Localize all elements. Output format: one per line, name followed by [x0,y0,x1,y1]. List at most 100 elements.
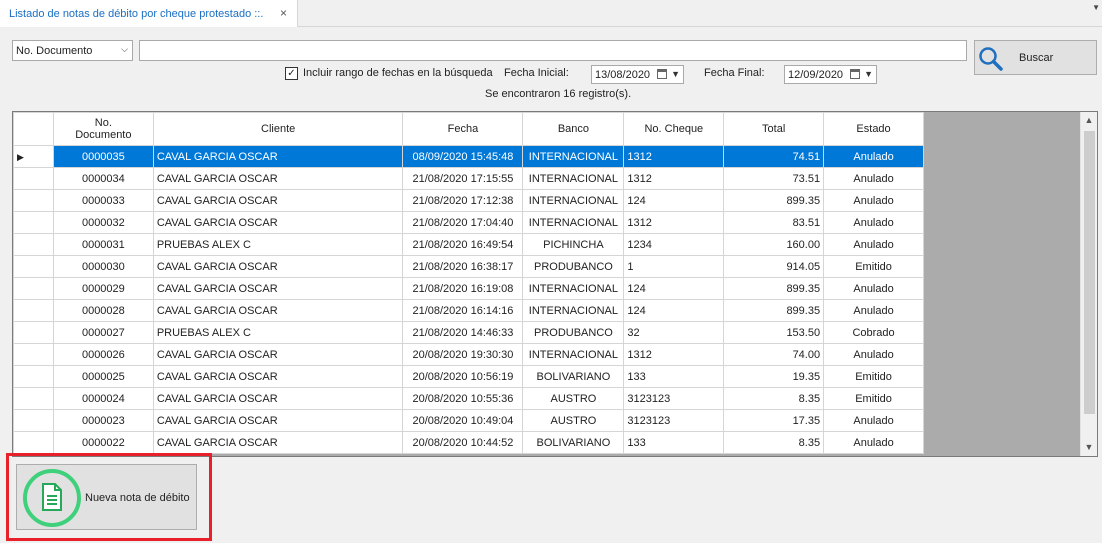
cell-documento[interactable]: 0000032 [52,211,154,234]
cell-banco[interactable]: INTERNACIONAL [522,167,625,190]
include-dates-checkbox[interactable]: ✓ [285,67,298,80]
cell-documento[interactable]: 0000029 [52,277,154,300]
new-debit-note-button[interactable]: Nueva nota de débito [16,464,197,530]
table-row[interactable]: 0000026 CAVAL GARCIA OSCAR 20/08/2020 19:3… [13,343,924,366]
cell-cliente[interactable]: CAVAL GARCIA OSCAR [152,167,404,190]
cell-banco[interactable]: INTERNACIONAL [522,211,625,234]
cell-total[interactable]: 899.35 [723,189,825,212]
cell-cliente[interactable]: CAVAL GARCIA OSCAR [152,255,404,278]
cell-estado[interactable]: Anulado [823,343,924,366]
cell-banco[interactable]: PICHINCHA [522,233,625,256]
cell-estado[interactable]: Anulado [823,233,924,256]
cell-documento[interactable]: 0000033 [52,189,154,212]
cell-fecha[interactable]: 20/08/2020 10:49:04 [402,409,524,432]
cell-documento[interactable]: 0000034 [52,167,154,190]
cell-cheque[interactable]: 3123123 [623,387,725,410]
column-header-cliente[interactable]: Cliente [152,112,404,146]
cell-banco[interactable]: INTERNACIONAL [522,145,625,168]
cell-cheque[interactable]: 3123123 [623,409,725,432]
scroll-thumb[interactable] [1084,131,1095,414]
search-button[interactable]: Buscar [974,40,1097,75]
cell-cliente[interactable]: CAVAL GARCIA OSCAR [152,145,404,168]
cell-documento[interactable]: 0000031 [52,233,154,256]
cell-fecha[interactable]: 21/08/2020 16:14:16 [402,299,524,322]
cell-total[interactable]: 153.50 [723,321,825,344]
cell-cheque[interactable]: 1 [623,255,725,278]
cell-cliente[interactable]: CAVAL GARCIA OSCAR [152,365,404,388]
cell-cliente[interactable]: CAVAL GARCIA OSCAR [152,211,404,234]
cell-cheque[interactable]: 133 [623,365,725,388]
cell-estado[interactable]: Emitido [823,387,924,410]
row-selector[interactable] [13,387,54,410]
cell-estado[interactable]: Anulado [823,167,924,190]
cell-cheque[interactable]: 124 [623,277,725,300]
cell-cliente[interactable]: CAVAL GARCIA OSCAR [152,409,404,432]
cell-estado[interactable]: Cobrado [823,321,924,344]
cell-estado[interactable]: Anulado [823,277,924,300]
cell-fecha[interactable]: 21/08/2020 16:19:08 [402,277,524,300]
cell-cliente[interactable]: CAVAL GARCIA OSCAR [152,299,404,322]
cell-cliente[interactable]: CAVAL GARCIA OSCAR [152,189,404,212]
cell-cliente[interactable]: PRUEBAS ALEX C [152,321,404,344]
cell-documento[interactable]: 0000027 [52,321,154,344]
cell-documento[interactable]: 0000028 [52,299,154,322]
cell-cheque[interactable]: 133 [623,431,725,454]
row-selector[interactable] [13,211,54,234]
cell-cliente[interactable]: CAVAL GARCIA OSCAR [152,343,404,366]
cell-banco[interactable]: INTERNACIONAL [522,277,625,300]
cell-total[interactable]: 914.05 [723,255,825,278]
row-selector[interactable] [13,299,54,322]
cell-estado[interactable]: Anulado [823,431,924,454]
tab-listado[interactable]: Listado de notas de débito por cheque pr… [0,0,298,27]
table-row[interactable]: ▶ 0000035 CAVAL GARCIA OSCAR 08/09/2020 15:… [13,145,924,168]
row-selector[interactable]: ▶ [13,145,54,168]
cell-documento[interactable]: 0000035 [52,145,154,168]
cell-documento[interactable]: 0000030 [52,255,154,278]
cell-cheque[interactable]: 1312 [623,145,725,168]
search-input[interactable] [139,40,967,61]
cell-estado[interactable]: Emitido [823,365,924,388]
cell-cheque[interactable]: 32 [623,321,725,344]
scroll-up-icon[interactable]: ▲ [1084,115,1094,125]
fecha-inicial-picker[interactable]: 13/08/2020 ▼ [591,65,684,84]
cell-banco[interactable]: AUSTRO [522,409,625,432]
column-header-documento[interactable]: No. Documento [52,112,154,146]
row-selector[interactable] [13,365,54,388]
column-header-fecha[interactable]: Fecha [402,112,524,146]
cell-fecha[interactable]: 21/08/2020 17:12:38 [402,189,524,212]
cell-estado[interactable]: Emitido [823,255,924,278]
cell-estado[interactable]: Anulado [823,145,924,168]
table-row[interactable]: 0000022 CAVAL GARCIA OSCAR 20/08/2020 10:4… [13,431,924,454]
cell-fecha[interactable]: 08/09/2020 15:45:48 [402,145,524,168]
cell-fecha[interactable]: 21/08/2020 16:49:54 [402,233,524,256]
vertical-scrollbar[interactable]: ▲ ▼ [1080,112,1097,456]
table-row[interactable]: 0000028 CAVAL GARCIA OSCAR 21/08/2020 16:1… [13,299,924,322]
table-row[interactable]: 0000032 CAVAL GARCIA OSCAR 21/08/2020 17:0… [13,211,924,234]
cell-fecha[interactable]: 21/08/2020 17:04:40 [402,211,524,234]
table-row[interactable]: 0000033 CAVAL GARCIA OSCAR 21/08/2020 17:1… [13,189,924,212]
cell-banco[interactable]: BOLIVARIANO [522,365,625,388]
cell-documento[interactable]: 0000024 [52,387,154,410]
cell-total[interactable]: 8.35 [723,431,825,454]
column-header-estado[interactable]: Estado [823,112,924,146]
cell-banco[interactable]: INTERNACIONAL [522,343,625,366]
tab-overflow-icon[interactable]: ▼ [1092,3,1100,12]
cell-estado[interactable]: Anulado [823,211,924,234]
cell-banco[interactable]: PRODUBANCO [522,255,625,278]
cell-total[interactable]: 899.35 [723,299,825,322]
table-row[interactable]: 0000024 CAVAL GARCIA OSCAR 20/08/2020 10:5… [13,387,924,410]
column-header-cheque[interactable]: No. Cheque [623,112,725,146]
cell-cheque[interactable]: 1312 [623,211,725,234]
results-grid[interactable]: No. Documento Cliente Fecha Banco No. Che… [12,111,1098,457]
cell-banco[interactable]: INTERNACIONAL [522,299,625,322]
cell-cliente[interactable]: CAVAL GARCIA OSCAR [152,431,404,454]
cell-fecha[interactable]: 20/08/2020 19:30:30 [402,343,524,366]
table-row[interactable]: 0000030 CAVAL GARCIA OSCAR 21/08/2020 16:3… [13,255,924,278]
cell-cliente[interactable]: CAVAL GARCIA OSCAR [152,387,404,410]
cell-estado[interactable]: Anulado [823,189,924,212]
table-row[interactable]: 0000034 CAVAL GARCIA OSCAR 21/08/2020 17:1… [13,167,924,190]
cell-fecha[interactable]: 20/08/2020 10:55:36 [402,387,524,410]
cell-fecha[interactable]: 21/08/2020 16:38:17 [402,255,524,278]
column-header-total[interactable]: Total [723,112,825,146]
row-selector[interactable] [13,343,54,366]
